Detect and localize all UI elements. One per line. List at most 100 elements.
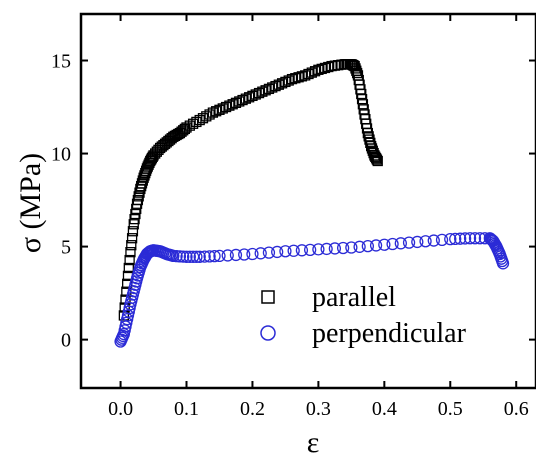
parallel-marker [306, 67, 317, 78]
parallel-marker [363, 131, 374, 142]
parallel-data-point [125, 247, 136, 258]
perpendicular-marker [183, 250, 196, 263]
parallel-marker [211, 106, 222, 117]
perpendicular-marker [303, 243, 317, 256]
parallel-marker [293, 72, 304, 83]
perpendicular-marker [254, 247, 267, 260]
legend-label-perpendicular: perpendicular [312, 318, 467, 349]
x-tick-label: 0.6 [504, 398, 529, 420]
parallel-data-point [300, 70, 311, 81]
perpendicular-marker [328, 242, 342, 255]
parallel-data-point [207, 107, 219, 118]
parallel-marker [240, 93, 252, 104]
parallel-data-point [260, 85, 271, 96]
x-tick-label: 0.0 [108, 398, 133, 420]
parallel-marker [283, 75, 294, 86]
parallel-marker [133, 191, 144, 202]
parallel-marker [184, 120, 195, 131]
parallel-marker [214, 104, 225, 115]
perpendicular-marker [238, 248, 251, 261]
perpendicular-marker [177, 250, 190, 263]
parallel-marker [227, 99, 238, 110]
series-layer [114, 59, 510, 348]
parallel-marker [250, 89, 261, 100]
perpendicular-data-point [213, 249, 226, 263]
perpendicular-marker [262, 246, 276, 259]
perpendicular-marker [336, 241, 350, 255]
y-tick-label: 0 [61, 330, 71, 352]
legend-circle-icon [260, 325, 276, 341]
y-axis-ticks: 0 5 10 15 [51, 51, 536, 352]
parallel-data-point [362, 127, 373, 139]
parallel-data-point [220, 101, 232, 113]
parallel-marker [296, 71, 308, 82]
perpendicular-data-point [167, 249, 180, 263]
parallel-data-point [181, 122, 192, 133]
parallel-marker [257, 86, 268, 97]
parallel-marker [267, 82, 278, 93]
parallel-marker [124, 254, 135, 266]
perpendicular-marker [190, 250, 203, 263]
parallel-data-point [194, 114, 205, 126]
perpendicular-data-point [345, 241, 358, 254]
parallel-data-point [372, 155, 383, 167]
parallel-marker [204, 109, 215, 120]
perpendicular-marker [369, 239, 383, 252]
parallel-marker [323, 61, 334, 73]
parallel-marker [201, 111, 212, 122]
parallel-marker [132, 194, 144, 206]
perpendicular-marker [449, 232, 462, 246]
parallel-marker [319, 62, 331, 74]
x-axis-title: ε [307, 426, 320, 459]
perpendicular-marker [454, 232, 467, 245]
perpendicular-marker [427, 234, 440, 247]
perpendicular-marker [419, 235, 432, 248]
parallel-marker [230, 97, 242, 108]
parallel-marker [187, 118, 199, 129]
y-tick-label: 10 [51, 144, 71, 166]
legend-square-icon [261, 290, 275, 304]
perpendicular-marker [320, 242, 333, 256]
parallel-marker [237, 94, 248, 106]
perpendicular-data-point [463, 232, 477, 245]
parallel-marker [303, 68, 314, 80]
perpendicular-marker [295, 244, 309, 257]
perpendicular-data-point [193, 250, 206, 263]
perpendicular-marker [229, 248, 243, 262]
x-axis-ticks: 0.0 0.1 0.2 0.3 0.4 0.5 0.6 [108, 14, 529, 420]
parallel-data-point [131, 198, 143, 209]
parallel-data-point [273, 79, 284, 90]
perpendicular-data-point [444, 232, 457, 246]
parallel-data-point [313, 64, 324, 75]
parallel-marker [276, 78, 288, 89]
parallel-marker [224, 100, 235, 111]
perpendicular-marker [468, 232, 482, 245]
parallel-marker [280, 76, 291, 88]
perpendicular-marker [394, 237, 407, 250]
perpendicular-marker [173, 250, 187, 263]
x-tick-label: 0.2 [240, 398, 265, 420]
parallel-marker [126, 233, 138, 244]
y-tick-label: 5 [61, 237, 71, 259]
perpendicular-marker [361, 239, 374, 253]
perpendicular-marker [203, 250, 216, 263]
x-tick-label: 0.3 [306, 398, 331, 420]
perpendicular-data-point [411, 235, 424, 249]
parallel-marker [126, 240, 137, 251]
x-tick-label: 0.1 [174, 398, 199, 420]
x-tick-label: 0.5 [438, 398, 463, 420]
series-parallel [118, 59, 383, 321]
parallel-marker [351, 67, 363, 79]
perpendicular-marker [221, 249, 234, 262]
perpendicular-data-point [312, 243, 325, 256]
parallel-marker [127, 226, 139, 237]
legend: parallel perpendicular [260, 282, 467, 349]
parallel-marker [309, 66, 321, 77]
series-perpendicular [114, 232, 510, 348]
perpendicular-marker [208, 249, 221, 263]
parallel-marker [371, 154, 383, 165]
plot-frame [79, 12, 536, 390]
x-tick-label: 0.4 [372, 398, 397, 420]
perpendicular-marker [353, 240, 366, 253]
parallel-marker [217, 103, 228, 114]
